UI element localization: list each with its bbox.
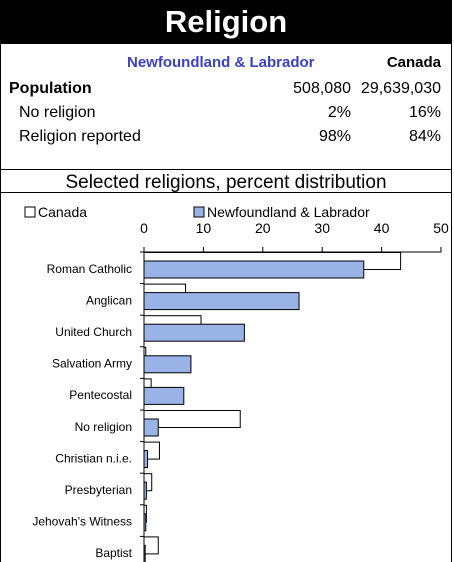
category-label: Presbyterian xyxy=(65,483,132,497)
legend-swatch xyxy=(24,206,36,218)
x-tick-label: 50 xyxy=(433,220,449,236)
bar-nl xyxy=(143,292,300,311)
col-header-canada: Canada xyxy=(386,54,441,71)
summary-row-label: No religion xyxy=(19,104,96,121)
bar-nl xyxy=(143,513,147,532)
x-tick-label: 40 xyxy=(374,220,390,236)
bar-nl xyxy=(143,544,146,562)
summary-row-nl-value: 2% xyxy=(327,104,351,121)
category-label: Roman Catholic xyxy=(47,262,132,276)
category-label: United Church xyxy=(55,325,132,339)
summary-table: Newfoundland & Labrador Canada Populatio… xyxy=(1,44,451,170)
summary-row-nl-value: 508,080 xyxy=(293,80,351,97)
bar-nl xyxy=(143,323,245,342)
summary-row-label: Religion reported xyxy=(19,128,141,145)
legend-label: Newfoundland & Labrador xyxy=(207,204,370,220)
summary-row-no-religion: No religion 2% 16% xyxy=(1,104,451,126)
legend-label: Canada xyxy=(38,204,87,220)
bar-nl xyxy=(143,418,159,437)
chart-divider xyxy=(1,192,451,193)
x-tick-label: 30 xyxy=(314,220,330,236)
col-header-nl: Newfoundland & Labrador xyxy=(127,54,315,71)
category-label: Anglican xyxy=(86,293,132,307)
category-label: Pentecostal xyxy=(69,388,132,402)
summary-row-nl-value: 98% xyxy=(318,128,351,145)
category-label: Salvation Army xyxy=(52,357,132,371)
x-tick-label: 20 xyxy=(255,220,271,236)
category-label: Baptist xyxy=(95,546,132,560)
summary-row-canada-value: 84% xyxy=(408,128,441,145)
category-label: Jehovah's Witness xyxy=(32,515,132,529)
bar-nl xyxy=(143,355,192,374)
category-label: No religion xyxy=(75,420,132,434)
bar-nl xyxy=(143,450,149,469)
x-tick-label: 0 xyxy=(140,220,148,236)
bar-nl xyxy=(143,481,147,500)
legend-swatch xyxy=(193,206,205,218)
bar-nl xyxy=(143,386,185,405)
chart-title: Selected religions, percent distribution xyxy=(65,172,387,193)
bar-canada xyxy=(143,536,159,555)
summary-row-canada-value: 29,639,030 xyxy=(360,80,441,97)
summary-row-canada-value: 16% xyxy=(408,104,441,121)
summary-row-label: Population xyxy=(9,80,92,97)
summary-row-religion-reported: Religion reported 98% 84% xyxy=(1,128,451,150)
page-title: Religion xyxy=(1,0,451,44)
category-label: Christian n.i.e. xyxy=(55,451,132,465)
x-tick-label: 10 xyxy=(196,220,212,236)
bar-nl xyxy=(143,260,365,279)
summary-row-population: Population 508,080 29,639,030 xyxy=(1,80,451,102)
